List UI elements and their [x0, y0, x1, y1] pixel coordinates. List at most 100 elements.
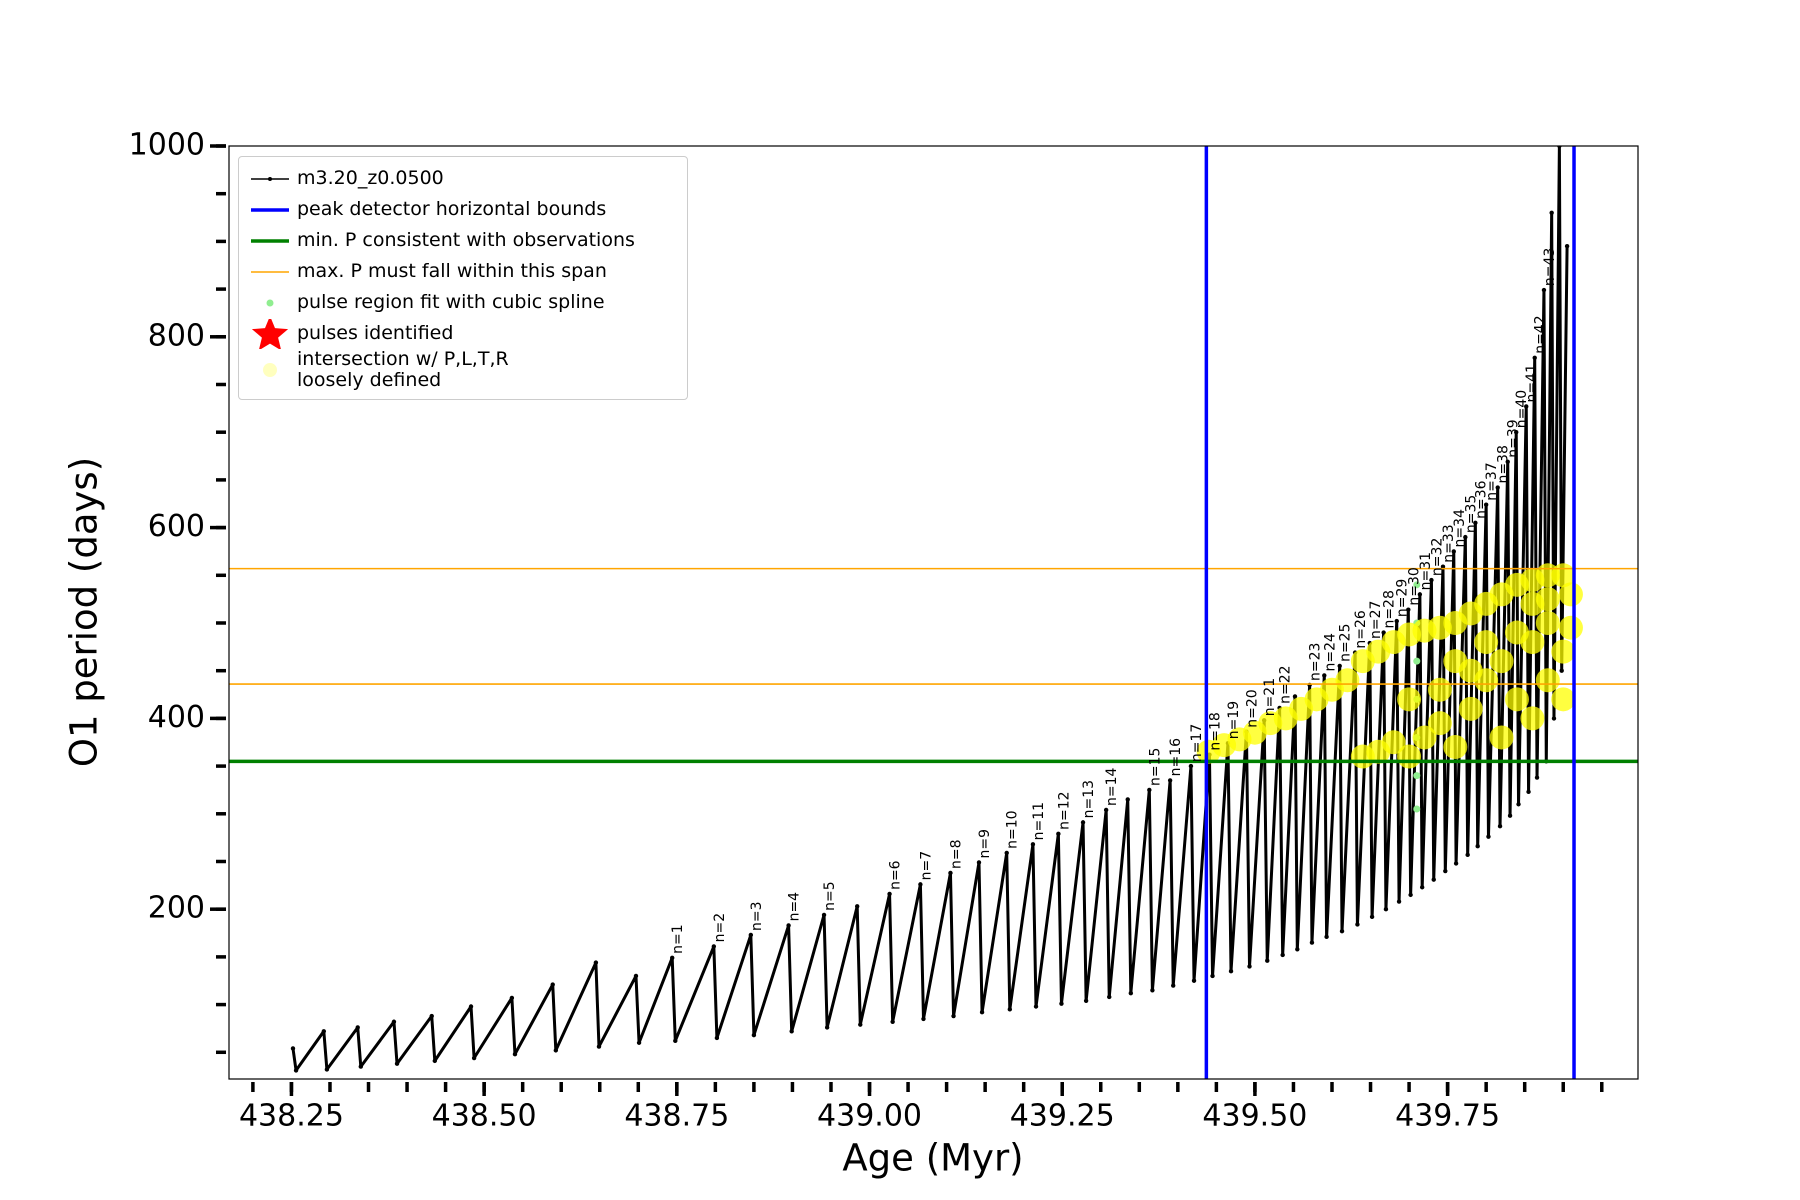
- x-tick-label: 438.75: [624, 1099, 729, 1134]
- pulse-label: n=31: [1418, 552, 1434, 590]
- data-point: [1495, 485, 1500, 490]
- data-point: [1504, 620, 1529, 645]
- legend-entry: max. P must fall within this span: [239, 256, 687, 287]
- data-point: [321, 1029, 327, 1034]
- data-point: [1309, 940, 1315, 945]
- data-point: [1033, 1004, 1039, 1009]
- data-point: [1558, 615, 1583, 640]
- data-point: [1497, 823, 1503, 829]
- data-point: [1504, 687, 1529, 712]
- data-point: [1532, 355, 1537, 360]
- data-point: [1412, 725, 1437, 750]
- data-point: [1535, 610, 1560, 635]
- pulse-label: n=3: [749, 901, 765, 931]
- data-point: [1541, 287, 1547, 293]
- legend-entry: intersection w/ P,L,T,R loosely defined: [239, 349, 687, 391]
- data-point: [824, 1025, 830, 1030]
- data-point: [1463, 534, 1468, 540]
- pulse-label: n=18: [1207, 712, 1223, 750]
- data-point: [1265, 958, 1270, 963]
- pulse-label: n=6: [888, 860, 904, 890]
- data-point: [1549, 210, 1554, 215]
- data-point: [1397, 687, 1422, 712]
- data-point: [1453, 861, 1459, 866]
- data-point: [1322, 673, 1327, 678]
- y-tick-label: 800: [148, 318, 205, 353]
- data-point: [890, 1019, 895, 1024]
- pulse-label: n=11: [1031, 802, 1047, 840]
- data-point: [1534, 775, 1540, 780]
- pulse-label: n=40: [1514, 390, 1530, 428]
- data-point: [887, 891, 892, 897]
- data-point: [1337, 663, 1342, 669]
- data-point: [550, 982, 555, 987]
- data-point: [1030, 842, 1036, 847]
- pulse-label: n=42: [1533, 315, 1549, 353]
- data-point: [751, 1032, 757, 1038]
- data-point: [1324, 934, 1329, 940]
- data-point: [553, 1048, 559, 1053]
- x-axis-title: Age (Myr): [842, 1137, 1023, 1180]
- legend-swatch: [251, 318, 289, 349]
- data-point: [1228, 968, 1234, 974]
- data-point: [1417, 592, 1423, 597]
- data-point: [1107, 994, 1112, 1000]
- pulse-label: n=2: [712, 913, 728, 943]
- data-point: [1394, 618, 1399, 624]
- y-tick-label: 600: [148, 509, 205, 544]
- pulse-label: n=13: [1081, 780, 1097, 818]
- data-point: [394, 1061, 400, 1066]
- data-point: [1147, 787, 1152, 793]
- y-tick-label: 200: [148, 891, 205, 926]
- data-point: [1524, 404, 1529, 409]
- data-point: [1125, 797, 1130, 802]
- data-point: [948, 870, 953, 876]
- legend-swatch: [266, 299, 274, 306]
- data-point: [921, 1016, 926, 1022]
- data-point: [1551, 716, 1557, 721]
- data-point: [1465, 852, 1470, 858]
- legend-entry: min. P consistent with observations: [239, 225, 687, 256]
- data-point: [1080, 820, 1086, 825]
- data-point: [1559, 668, 1564, 673]
- pulse-label: n=41: [1524, 364, 1540, 402]
- pulse-label: n=19: [1226, 701, 1242, 739]
- data-point: [1558, 582, 1583, 607]
- x-tick-label: 439.75: [1395, 1099, 1500, 1134]
- legend: m3.20_z0.0500 peak detector horizontal bo…: [238, 156, 688, 400]
- data-point: [432, 1058, 438, 1064]
- data-point: [1431, 877, 1436, 882]
- data-point: [714, 1035, 720, 1041]
- pulse-label: n=38: [1496, 445, 1512, 483]
- data-point: [1413, 772, 1421, 780]
- data-point: [290, 1046, 296, 1051]
- legend-label: max. P must fall within this span: [297, 260, 607, 282]
- data-point: [1429, 577, 1434, 583]
- data-point: [858, 1022, 863, 1027]
- data-point: [1188, 763, 1194, 769]
- data-point: [951, 1013, 956, 1019]
- data-point: [1369, 914, 1375, 920]
- pulse-label: n=39: [1506, 419, 1522, 457]
- data-point: [1408, 892, 1413, 898]
- data-point: [471, 1055, 477, 1061]
- pulse-label: n=7: [918, 851, 934, 881]
- data-point: [1427, 677, 1452, 702]
- data-point: [854, 904, 860, 909]
- data-point: [976, 860, 982, 865]
- data-point: [1413, 805, 1421, 813]
- legend-key: [251, 270, 289, 273]
- legend-key: [251, 318, 289, 349]
- x-tick-label: 438.50: [432, 1099, 537, 1134]
- data-point: [789, 1029, 794, 1034]
- y-axis-title: O1 period (days): [63, 457, 106, 767]
- data-point: [1004, 850, 1009, 856]
- data-point: [1489, 649, 1514, 674]
- pulse-label: n=14: [1104, 767, 1120, 806]
- y-tick-label: 1000: [129, 128, 205, 163]
- data-point: [1483, 502, 1489, 507]
- x-tick-label: 439.25: [1010, 1099, 1115, 1134]
- data-point: [391, 1019, 397, 1024]
- data-point: [1514, 429, 1519, 435]
- pulse-label: n=37: [1484, 462, 1500, 500]
